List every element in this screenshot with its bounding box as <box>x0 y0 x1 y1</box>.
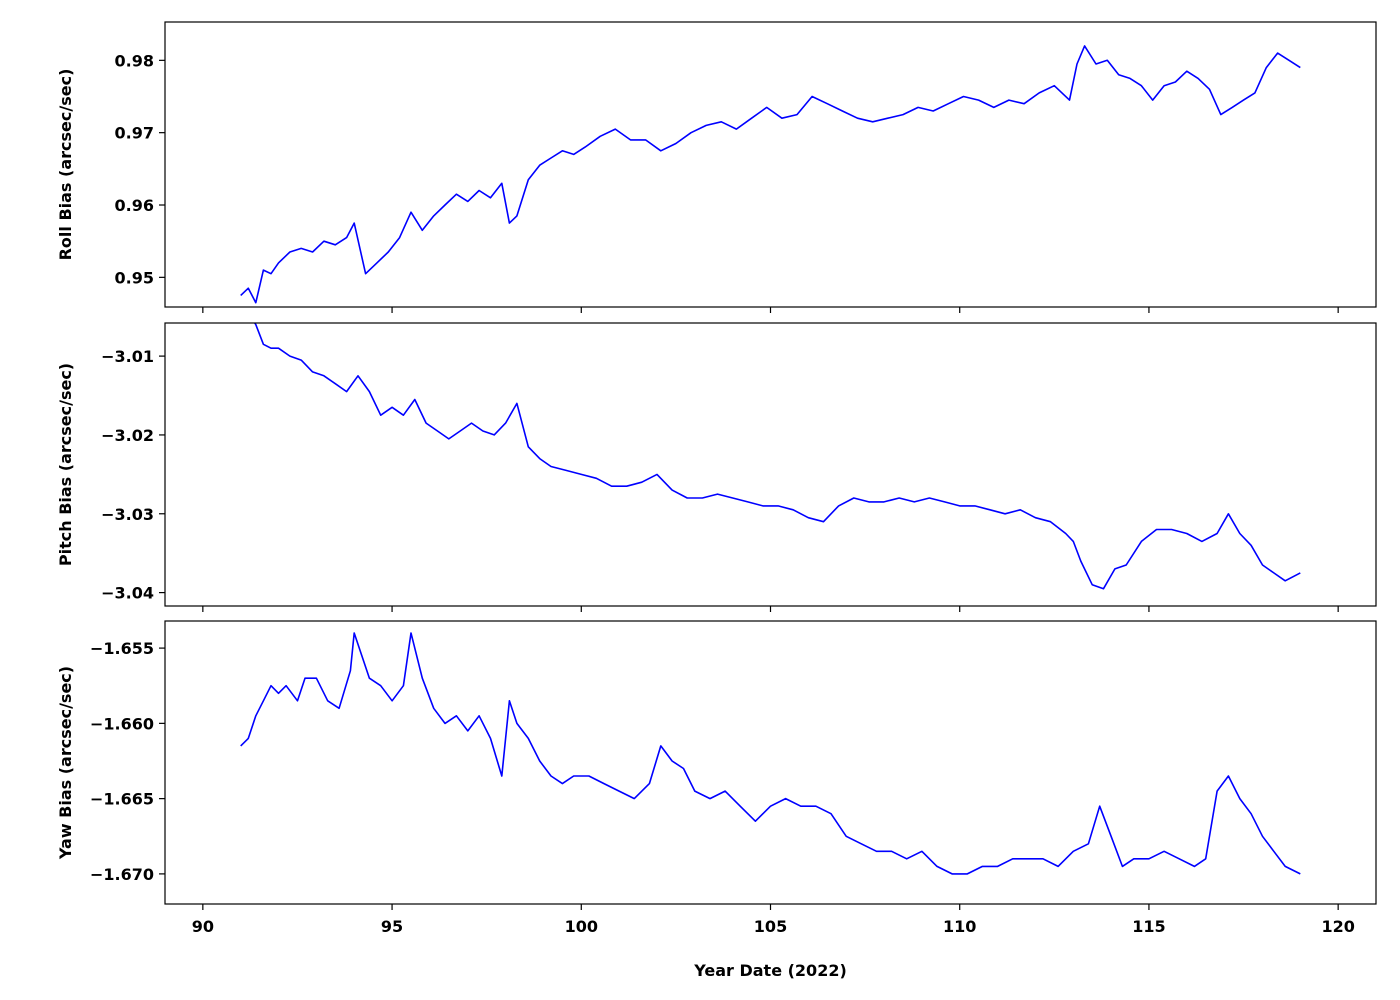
pitch-ytick-label: −3.02 <box>101 426 154 445</box>
yaw-ytick-label: −1.660 <box>90 714 154 733</box>
roll-ytick-label: 0.96 <box>115 196 154 215</box>
xtick-label: 100 <box>565 917 598 936</box>
yaw-plot-frame <box>164 620 1377 905</box>
yaw-ytick-label: −1.665 <box>90 790 154 809</box>
roll-plot-frame <box>164 21 1377 308</box>
xtick-label: 120 <box>1321 917 1354 936</box>
roll-ytick-label: 0.98 <box>115 51 154 70</box>
roll-bias-panel: 0.95 0.96 0.97 0.98 Roll Bias (arcsec/sec) <box>56 21 1377 313</box>
xtick-label: 95 <box>381 917 403 936</box>
roll-bias-line <box>240 45 1301 304</box>
yaw-bias-panel: −1.655 −1.660 −1.665 −1.670 90 95 100 105 110 115… <box>56 620 1377 980</box>
pitch-ytick-label: −3.01 <box>101 347 154 366</box>
pitch-ylabel: Pitch Bias (arcsec/sec) <box>56 363 75 566</box>
yaw-bias-line <box>240 632 1301 875</box>
pitch-plot-frame <box>164 322 1377 607</box>
xlabel: Year Date (2022) <box>693 961 847 980</box>
xtick-label: 90 <box>192 917 214 936</box>
xtick-label: 110 <box>943 917 976 936</box>
yaw-ylabel: Yaw Bias (arcsec/sec) <box>56 666 75 860</box>
pitch-ytick-label: −3.03 <box>101 505 154 524</box>
roll-ylabel: Roll Bias (arcsec/sec) <box>56 69 75 261</box>
xtick-label: 105 <box>754 917 787 936</box>
roll-ytick-label: 0.95 <box>115 268 154 287</box>
pitch-ytick-label: −3.04 <box>101 584 154 603</box>
yaw-ytick-label: −1.670 <box>90 865 154 884</box>
pitch-bias-line <box>253 323 1301 590</box>
pitch-bias-panel: −3.01 −3.02 −3.03 −3.04 Pitch Bias (arcsec/s… <box>56 322 1377 612</box>
roll-ytick-label: 0.97 <box>115 124 154 143</box>
yaw-ytick-label: −1.655 <box>90 639 154 658</box>
xtick-label: 115 <box>1132 917 1165 936</box>
